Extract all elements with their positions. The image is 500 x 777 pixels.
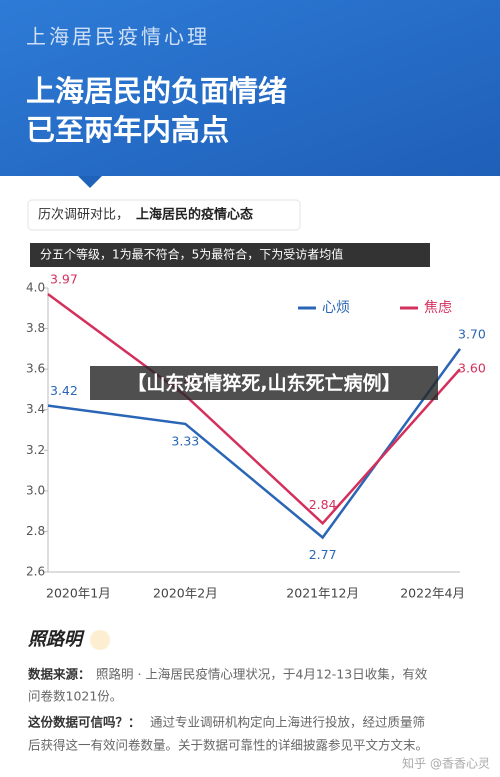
x-tick-label: 2021年12月 bbox=[286, 586, 359, 601]
data-label: 3.42 bbox=[50, 383, 78, 398]
watermark: 知乎 @香香心灵 bbox=[402, 757, 490, 771]
section-title: 上海居民的疫情心态 bbox=[136, 207, 253, 223]
y-tick-label: 3.4 bbox=[26, 402, 45, 416]
y-tick-label: 3.6 bbox=[26, 362, 45, 376]
y-tick-label: 3.8 bbox=[26, 321, 45, 335]
overlay-bg bbox=[90, 366, 438, 400]
title-line: 已至两年内高点 bbox=[26, 113, 229, 147]
legend-label: 心烦 bbox=[322, 300, 350, 316]
y-tick-label: 2.8 bbox=[26, 524, 45, 538]
trust-line: 后获得这一有效问卷数量。关于数据可靠性的详细披露参见平文方文末。 bbox=[28, 738, 428, 753]
x-tick-label: 2022年4月 bbox=[400, 586, 465, 601]
data-label: 2.84 bbox=[309, 497, 337, 512]
data-label: 3.60 bbox=[458, 361, 486, 376]
note-bg bbox=[30, 243, 430, 267]
header-pointer bbox=[78, 176, 102, 188]
source-line: 照路明 · 上海居民疫情心理状况，于4月12-13日收集，有效 bbox=[96, 667, 428, 682]
overlay-text: 【山东疫情猝死,山东死亡病例】 bbox=[127, 372, 400, 395]
y-tick-label: 2.6 bbox=[26, 565, 45, 579]
section-box bbox=[27, 199, 301, 231]
header-bg bbox=[0, 0, 500, 176]
section-lead: 历次调研对比， bbox=[38, 207, 129, 223]
section-note: 分五个等级，1为最不符合，5为最符合，下为受访者均值 bbox=[40, 247, 343, 262]
x-tick-label: 2020年2月 bbox=[153, 586, 218, 601]
data-label: 3.97 bbox=[50, 272, 78, 287]
data-label: 2.77 bbox=[309, 547, 337, 562]
kicker: 上海居民疫情心理 bbox=[26, 25, 210, 49]
line bbox=[47, 348, 462, 540]
trust-line: 通过专业调研机构定向上海进行投放，经过质量筛 bbox=[150, 715, 425, 730]
data-label: 3.70 bbox=[458, 326, 486, 341]
logo: 照路明 bbox=[27, 629, 85, 650]
line bbox=[47, 293, 461, 526]
source-label: 数据来源： bbox=[27, 667, 91, 682]
trust-label: 这份数据可信吗？： bbox=[28, 715, 141, 730]
x-tick-label: 2020年1月 bbox=[46, 586, 111, 601]
legend-label: 焦虑 bbox=[424, 300, 452, 316]
title-line: 上海居民的负面情绪 bbox=[26, 74, 287, 108]
source-line: 问卷数1021份。 bbox=[28, 689, 122, 704]
y-tick-label: 3.2 bbox=[26, 443, 45, 457]
data-label: 3.33 bbox=[171, 433, 199, 448]
y-tick-label: 4.0 bbox=[26, 281, 45, 295]
overlay: 【山东疫情猝死,山东死亡病例】 bbox=[90, 366, 438, 400]
logo-glow bbox=[90, 630, 110, 650]
y-tick-label: 3.0 bbox=[26, 483, 45, 497]
